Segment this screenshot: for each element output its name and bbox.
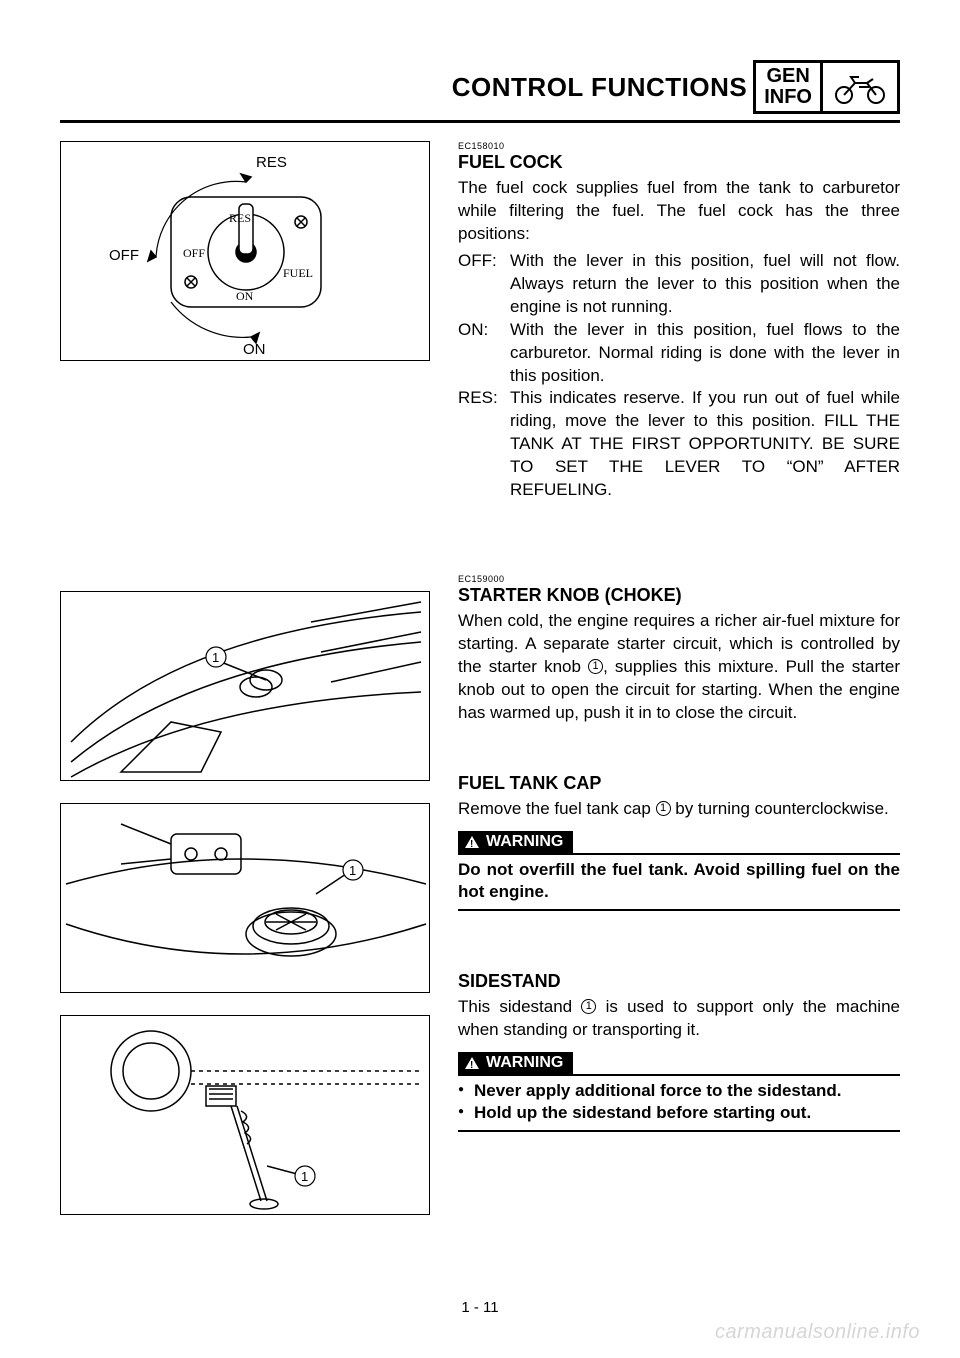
text-column: EC158010 FUEL COCK The fuel cock supplie… [458,141,900,1215]
content-grid: RES OFF ON RES OFF ON FUEL [60,141,900,1215]
callout-1: 1 [206,647,226,667]
section-code: EC158010 [458,141,900,151]
page-number: 1 - 11 [0,1299,960,1316]
header-info: INFO [764,87,812,108]
text-part: This sidestand [458,997,581,1016]
svg-text:!: ! [470,839,473,849]
section-text: Remove the fuel tank cap 1 by turning co… [458,798,900,821]
figure-fuel-tank-cap: 1 [60,803,430,993]
position-desc: This indicates reserve. If you run out o… [510,387,900,502]
warning-icon: ! [464,1056,480,1070]
section-fuel-cap: FUEL TANK CAP Remove the fuel tank cap 1… [458,773,900,911]
ref-circle-1: 1 [588,659,603,674]
warning-badge: ! WARNING [458,1052,573,1074]
position-row: ON: With the lever in this position, fue… [458,319,900,388]
position-desc: With the lever in this position, fuel fl… [510,319,900,388]
svg-text:FUEL: FUEL [283,266,313,280]
header-box: GEN INFO [753,60,900,114]
fuel-cock-res-label: RES [256,154,287,171]
figure-fuel-cock: RES OFF ON RES OFF ON FUEL [60,141,430,361]
text-part: by turning counterclockwise. [671,799,889,818]
svg-text:1: 1 [212,650,219,665]
warning-bullets: Never apply additional force to the side… [458,1080,900,1124]
svg-text:RES: RES [229,211,251,225]
callout-1: 1 [343,860,363,880]
bullet-item: Never apply additional force to the side… [458,1080,900,1102]
warning-rule-top [458,853,900,855]
header-rule [60,120,900,123]
text-part: Remove the fuel tank cap [458,799,656,818]
fuel-cock-on-label: ON [243,341,266,358]
position-term: ON: [458,319,510,388]
figures-column: RES OFF ON RES OFF ON FUEL [60,141,430,1215]
section-text: When cold, the engine requires a richer … [458,610,900,725]
section-starter: EC159000 STARTER KNOB (CHOKE) When cold,… [458,574,900,725]
positions-list: OFF: With the lever in this position, fu… [458,250,900,502]
section-sidestand: SIDESTAND This sidestand 1 is used to su… [458,971,900,1132]
section-fuel-cock: EC158010 FUEL COCK The fuel cock supplie… [458,141,900,502]
position-desc: With the lever in this position, fuel wi… [510,250,900,319]
position-row: OFF: With the lever in this position, fu… [458,250,900,319]
warning-label-text: WARNING [486,833,563,851]
figure-sidestand: 1 [60,1015,430,1215]
section-title: SIDESTAND [458,971,900,992]
svg-text:ON: ON [236,289,254,303]
header-gen: GEN [766,66,809,87]
section-code: EC159000 [458,574,900,584]
warning-rule-bottom [458,1130,900,1132]
svg-text:!: ! [470,1060,473,1070]
fuel-cock-off-label: OFF [109,247,139,264]
position-term: RES: [458,387,510,502]
svg-text:1: 1 [349,863,356,878]
warning-label-text: WARNING [486,1054,563,1072]
motorcycle-icon [823,63,897,111]
section-intro: The fuel cock supplies fuel from the tan… [458,177,900,246]
page-header: CONTROL FUNCTIONS GEN INFO [60,60,900,114]
figure-starter-knob: 1 [60,591,430,781]
warning-badge: ! WARNING [458,831,573,853]
header-title: CONTROL FUNCTIONS [452,72,747,103]
warning-icon: ! [464,835,480,849]
watermark: carmanualsonline.info [715,1321,920,1344]
position-term: OFF: [458,250,510,319]
svg-text:OFF: OFF [183,246,205,260]
section-title: STARTER KNOB (CHOKE) [458,585,900,606]
warning-rule-top [458,1074,900,1076]
section-title: FUEL COCK [458,152,900,173]
section-text: This sidestand 1 is used to support only… [458,996,900,1042]
section-title: FUEL TANK CAP [458,773,900,794]
bullet-item: Hold up the sidestand before starting ou… [458,1102,900,1124]
ref-circle-1: 1 [656,801,671,816]
callout-1: 1 [295,1166,315,1186]
manual-page: CONTROL FUNCTIONS GEN INFO [0,0,960,1358]
position-row: RES: This indicates reserve. If you run … [458,387,900,502]
svg-text:1: 1 [301,1169,308,1184]
ref-circle-1: 1 [581,999,596,1014]
header-gen-info: GEN INFO [756,63,823,111]
warning-text: Do not overfill the fuel tank. Avoid spi… [458,859,900,903]
